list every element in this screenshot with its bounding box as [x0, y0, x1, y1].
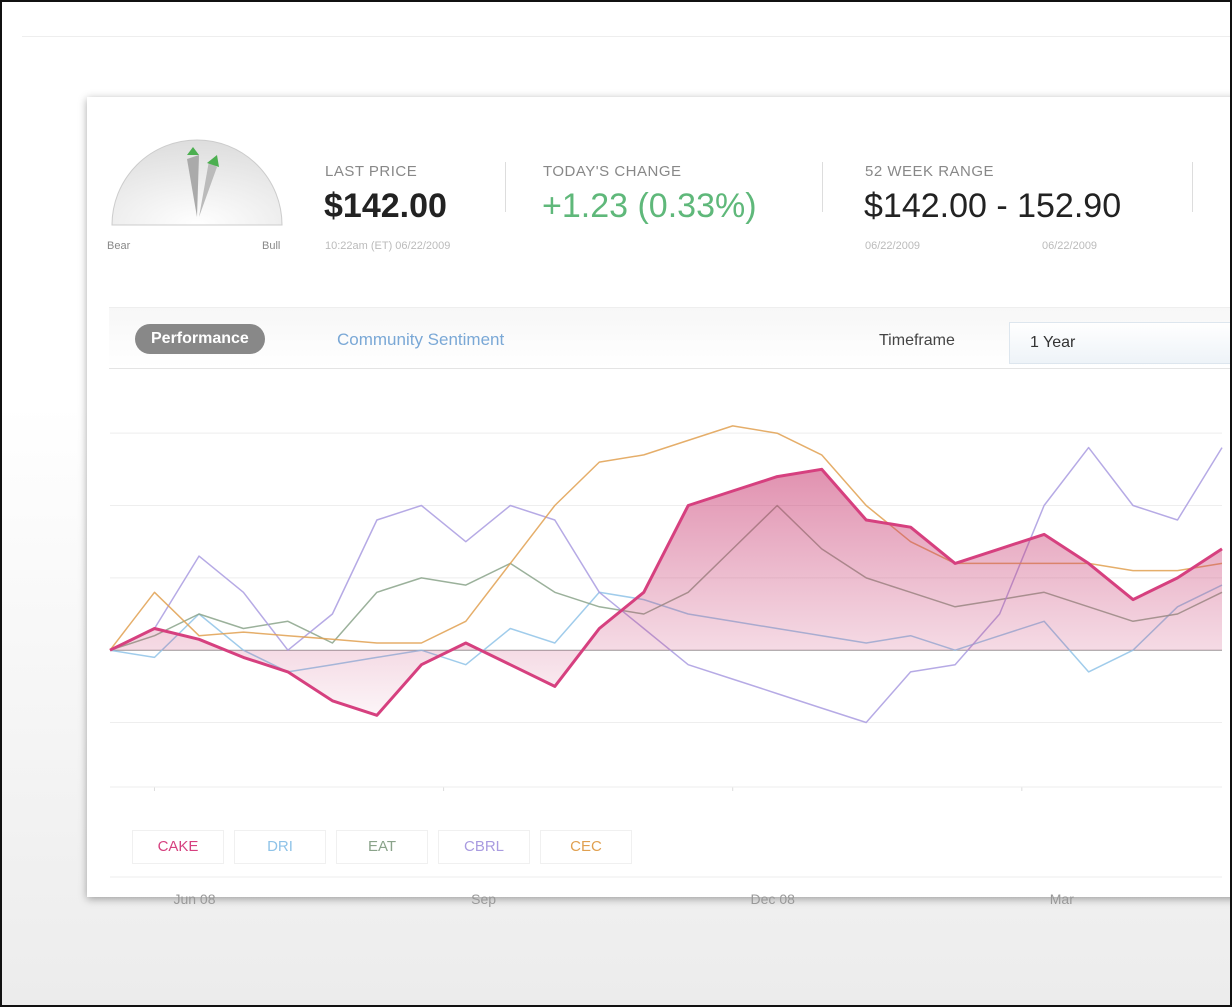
last-price: $142.00: [324, 187, 447, 225]
gauge-right: Bull: [262, 240, 281, 252]
range-label: 52 WEEK RANGE: [865, 163, 995, 180]
separator: [1192, 162, 1193, 212]
area: [110, 469, 1222, 716]
separator: [822, 162, 823, 212]
gauge-left: Bear: [107, 240, 131, 252]
range-high-date: 06/22/2009: [1042, 240, 1098, 252]
quote-card: Bear Bull LAST PRICE $142.00 10:22am (ET…: [87, 97, 1230, 907]
legend-item: CBRL: [438, 830, 530, 864]
x-tick-label: Sep: [471, 891, 497, 907]
legend-item: DRI: [234, 830, 326, 864]
gauge-needle: [199, 161, 217, 217]
gauge-needle: [187, 155, 199, 217]
timeframe-select[interactable]: 1 Year: [1009, 322, 1230, 364]
x-tick-label: Mar: [1049, 891, 1074, 907]
x-tick-label: Jun 08: [173, 891, 216, 907]
series-line: [109, 467, 1223, 717]
timeframe-value: 1 Year: [1030, 334, 1076, 351]
gauge: [111, 139, 283, 226]
performance-tab[interactable]: Performance: [135, 324, 265, 354]
week-range: $142.00 - 152.90: [864, 187, 1122, 225]
gauge-arrow: [187, 147, 199, 155]
legend-item: EAT: [336, 830, 428, 864]
sentiment-tab[interactable]: Community Sentiment: [337, 330, 505, 349]
tab-bar: Performance Community Sentiment Timefram…: [109, 307, 1230, 369]
change-label: TODAY'S CHANGE: [543, 163, 682, 180]
separator: [505, 162, 506, 212]
chart: [109, 139, 1223, 878]
range-low-date: 06/22/2009: [865, 240, 921, 252]
last-price-label: LAST PRICE: [325, 163, 418, 180]
legend-item: CAKE: [132, 830, 224, 864]
gauge-arrow: [207, 155, 219, 167]
divider: [22, 36, 1230, 37]
x-tick-label: Dec 08: [750, 891, 795, 907]
todays-change: +1.23 (0.33%): [542, 187, 757, 225]
legend-item: CEC: [540, 830, 632, 864]
last-price-time: 10:22am (ET) 06/22/2009: [325, 240, 451, 252]
timeframe-label: Timeframe: [879, 332, 955, 349]
